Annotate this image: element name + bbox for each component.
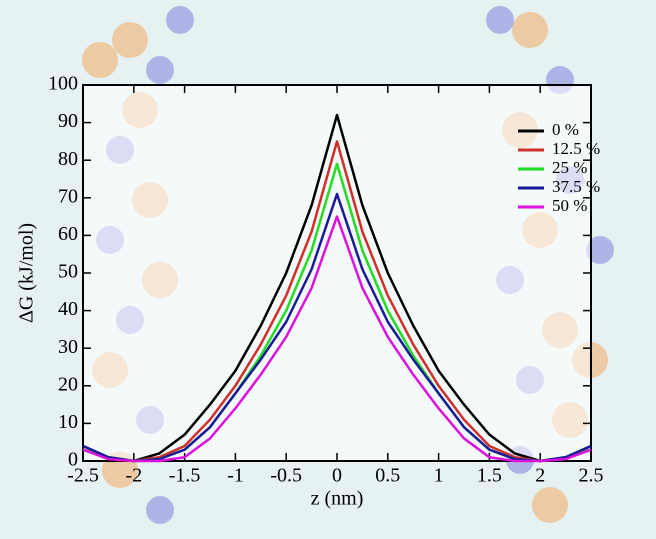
- background-sphere: [112, 22, 148, 58]
- y-tick-label: 60: [58, 223, 78, 245]
- background-sphere: [512, 12, 548, 48]
- x-tick-label: -2.5: [67, 465, 99, 487]
- y-tick-label: 10: [58, 411, 78, 433]
- x-tick-label: 1.5: [477, 465, 502, 487]
- y-tick-label: 90: [58, 110, 78, 132]
- background-sphere: [166, 6, 194, 34]
- legend-label: 37.5 %: [552, 177, 600, 196]
- x-tick-label: 2: [535, 465, 545, 487]
- background-sphere: [146, 496, 174, 524]
- y-tick-label: 40: [58, 298, 78, 320]
- x-axis-label: z (nm): [311, 488, 364, 510]
- plot-frame: [82, 84, 592, 462]
- series-line: [82, 113, 592, 463]
- background-sphere: [146, 56, 174, 84]
- x-tick-label: -2: [125, 465, 142, 487]
- legend-label: 50 %: [552, 196, 587, 215]
- x-tick-label: -0.5: [270, 465, 302, 487]
- y-tick-label: 80: [58, 148, 78, 170]
- legend-label: 12.5 %: [552, 139, 600, 158]
- series-line: [82, 140, 592, 463]
- series-line: [82, 192, 592, 463]
- series-line: [82, 215, 592, 463]
- background-sphere: [486, 6, 514, 34]
- y-axis-label: ΔG (kJ/mol): [16, 223, 38, 323]
- y-tick-label: 100: [48, 73, 78, 95]
- background-sphere: [586, 236, 614, 264]
- x-tick-label: -1.5: [169, 465, 201, 487]
- plot-area: [83, 85, 591, 461]
- y-tick-label: 50: [58, 261, 78, 283]
- x-tick-label: 0: [332, 465, 342, 487]
- x-tick-label: -1: [227, 465, 244, 487]
- legend-label: 25 %: [552, 158, 587, 177]
- x-tick-label: 2.5: [579, 465, 604, 487]
- y-tick-label: 20: [58, 373, 78, 395]
- background-sphere: [532, 487, 568, 523]
- y-tick-label: 30: [58, 336, 78, 358]
- x-tick-label: 0.5: [375, 465, 400, 487]
- legend-label: 0 %: [552, 120, 579, 139]
- background-sphere: [82, 42, 118, 78]
- x-tick-label: 1: [434, 465, 444, 487]
- y-tick-label: 70: [58, 185, 78, 207]
- y-tick-label: 0: [68, 449, 78, 471]
